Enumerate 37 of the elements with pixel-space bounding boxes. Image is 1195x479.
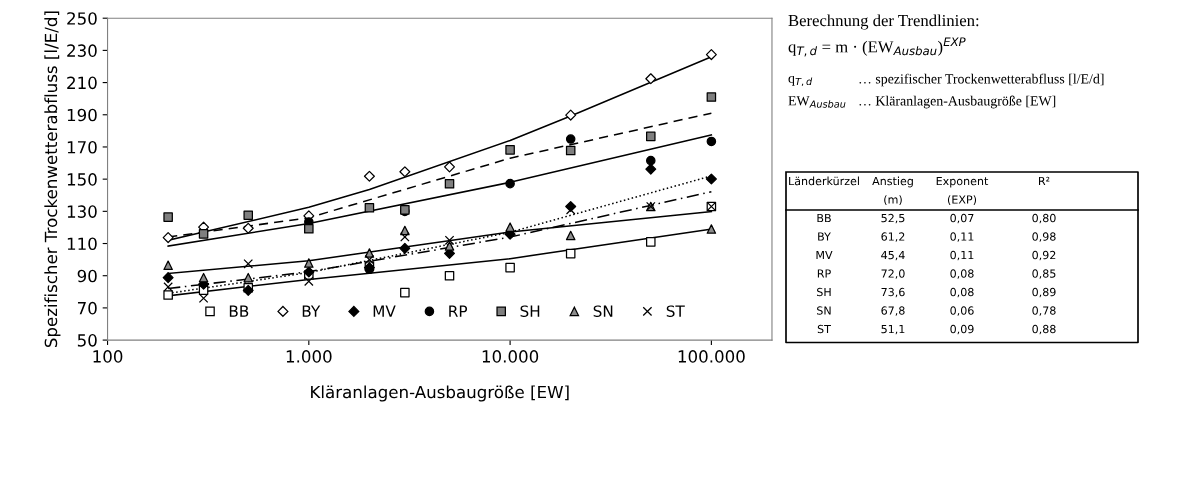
y-tick-label: 250 [67,12,97,25]
y-tick-label: 130 [67,205,97,218]
y-tick-label: 190 [67,108,97,122]
text: MV 45,4 0,11 0,92 [816,250,1056,261]
y-tick-label: 230 [67,44,97,57]
text: Länderkürzel Anstieg Exponent R² [789,176,1050,188]
legend-label: ST [666,305,685,317]
legend-label: BB [229,305,249,317]
x-tick-label: 1.000 [286,350,332,363]
text: SN 67,8 0,06 0,78 [817,306,1056,316]
x-tick-label: 100 [93,350,123,363]
legend-label: RP [449,305,468,317]
text: (m) (EXP) [884,195,977,206]
text: RP 72,0 0,08 0,85 [817,269,1056,279]
text: q$_{T,d}$ … spezifischer Trockenwetterabfluss [l/E/d] [788,73,1104,87]
legend-label: MV [373,305,396,317]
text: ST 51,1 0,09 0,88 [817,324,1056,335]
y-axis-title: Spezifischer Trockenwetterabfluss [l/E/d] [44,11,61,348]
y-tick-label: 150 [67,173,97,186]
text: Berechnung der Trendlinien: [788,14,979,30]
x-tick-label: 100.000 [678,350,745,363]
text: EW$_{Ausbau}$ … Kläranlagen-Ausbaugröße [EW] [788,95,1056,109]
y-tick-label: 90 [77,269,97,283]
y-tick-label: 110 [67,237,97,251]
x-axis-title: Kläranlagen-Ausbaugröße [EW] [311,385,569,402]
legend-label: SH [520,305,540,317]
y-tick-label: 70 [77,301,97,315]
y-tick-label: 50 [77,334,97,347]
text: SH 73,6 0,08 0,89 [817,287,1056,298]
text: BB 52,5 0,07 0,80 [817,213,1056,224]
legend-label: SN [593,305,613,317]
x-tick-label: 10.000 [482,350,539,363]
text: BY 61,2 0,11 0,98 [818,232,1056,242]
legend-label: BY [302,305,321,317]
y-tick-label: 170 [67,140,97,154]
y-tick-label: 210 [67,76,97,90]
text: q$_{T,d}$ = m · (EW$_{Ausbau}$)$^{EXP}$ [788,37,966,57]
